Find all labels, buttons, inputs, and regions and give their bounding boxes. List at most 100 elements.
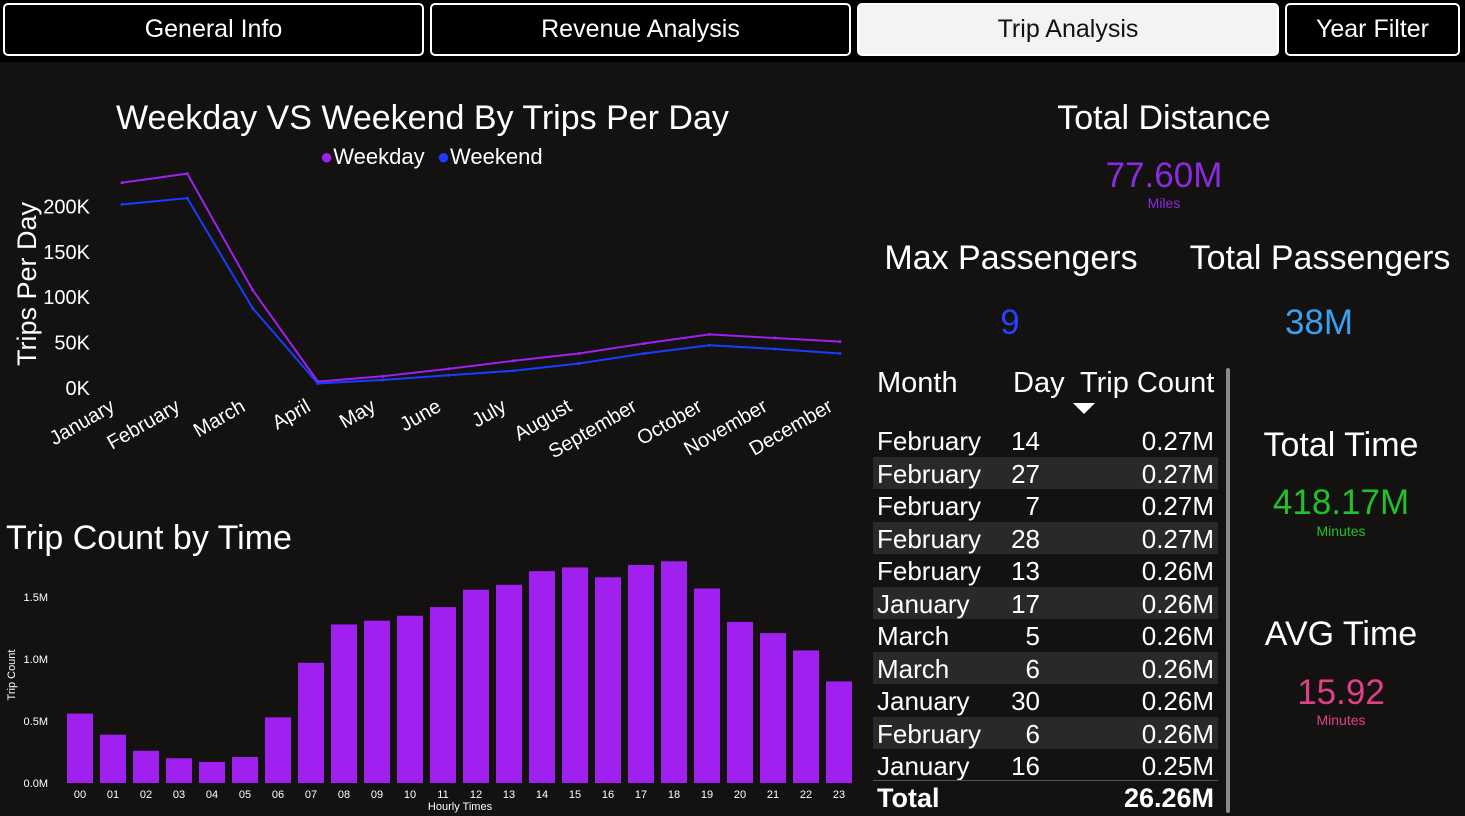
bar-hour-09[interactable] [364, 620, 390, 783]
table-cell-trip-count: 0.27M [1141, 523, 1214, 554]
line-point-weekday[interactable] [251, 288, 255, 292]
bar-chart-x-tick: 08 [338, 789, 350, 801]
legend-weekend-label: Weekend [450, 144, 543, 169]
line-point-weekday[interactable] [838, 340, 842, 344]
bar-chart-x-tick: 09 [371, 789, 383, 801]
line-point-weekend[interactable] [512, 369, 516, 373]
bar-hour-23[interactable] [826, 681, 852, 783]
table-row[interactable]: March 6 0.26M [873, 651, 1218, 684]
total-time-value: 418.17M [1272, 483, 1410, 522]
table-cell-month: February [877, 556, 982, 586]
line-point-weekend[interactable] [577, 361, 581, 365]
table-header-trip-count[interactable]: Trip Count [1080, 367, 1215, 399]
table-cell-trip-count: 0.27M [1141, 426, 1214, 456]
tab-general-info[interactable]: General Info [3, 3, 424, 56]
table-cell-trip-count: 0.26M [1141, 556, 1214, 586]
bar-hour-07[interactable] [298, 662, 324, 783]
line-series-weekday[interactable] [121, 172, 841, 383]
table-header-day[interactable]: Day [1013, 367, 1065, 399]
bar-hour-20[interactable] [727, 621, 753, 783]
line-point-weekend[interactable] [446, 373, 450, 377]
table-scrollbar[interactable] [1226, 368, 1230, 813]
bar-chart-y-tick: 1.0M [24, 654, 48, 666]
line-chart-y-tick: 50K [54, 333, 90, 355]
tab-revenue-analysis[interactable]: Revenue Analysis [430, 3, 851, 56]
avg-time-unit: Minutes [1316, 712, 1366, 728]
total-time-title: Total Time [1263, 426, 1419, 464]
bar-hour-05[interactable] [232, 756, 258, 783]
line-point-weekday[interactable] [577, 351, 581, 355]
table-row[interactable]: January 16 0.25M [873, 749, 1218, 781]
bar-hour-17[interactable] [628, 564, 654, 783]
sort-descending-icon[interactable] [1073, 403, 1095, 414]
line-chart-legend: ●Weekday ●Weekend [320, 144, 543, 170]
line-point-weekend[interactable] [773, 347, 777, 351]
bar-hour-15[interactable] [562, 567, 588, 783]
bar-hour-00[interactable] [67, 713, 93, 783]
table-row[interactable]: January 30 0.26M [873, 684, 1218, 716]
table-cell-day: 28 [1011, 523, 1040, 554]
table-row[interactable]: February 27 0.27M [873, 456, 1218, 489]
bar-hour-22[interactable] [793, 650, 819, 783]
bar-hour-11[interactable] [430, 607, 456, 783]
line-point-weekend[interactable] [642, 351, 646, 355]
bar-chart-x-tick: 10 [404, 789, 416, 801]
bar-hour-08[interactable] [331, 624, 357, 783]
table-row[interactable]: February 28 0.27M [873, 521, 1218, 554]
line-point-weekend[interactable] [381, 378, 385, 382]
table-header-month[interactable]: Month [877, 367, 958, 399]
bar-hour-19[interactable] [694, 588, 720, 783]
line-chart-x-tick: July [468, 395, 510, 432]
line-point-weekend[interactable] [707, 343, 711, 347]
bar-hour-01[interactable] [100, 734, 126, 783]
bar-hour-14[interactable] [529, 571, 555, 783]
line-point-weekend[interactable] [251, 306, 255, 310]
table-row[interactable]: February 13 0.26M [873, 554, 1218, 586]
line-series-weekend[interactable] [121, 197, 841, 385]
line-chart-x-tick: June [396, 395, 445, 436]
bar-hour-10[interactable] [397, 615, 423, 783]
table-cell-month: March [877, 653, 950, 684]
table-cell-month: January [877, 751, 970, 781]
line-point-weekday[interactable] [185, 172, 189, 176]
line-chart-x-tick: April [269, 395, 315, 434]
table-row[interactable]: January 17 0.26M [873, 586, 1218, 619]
total-distance-unit: Miles [1147, 195, 1181, 211]
line-point-weekend[interactable] [185, 196, 189, 200]
table-row[interactable]: February 7 0.27M [873, 489, 1218, 521]
bar-hour-16[interactable] [595, 577, 621, 783]
line-point-weekday[interactable] [446, 367, 450, 371]
tab-year-filter[interactable]: Year Filter [1285, 3, 1460, 56]
table-row[interactable]: February 6 0.26M [873, 716, 1218, 749]
bar-hour-04[interactable] [199, 761, 225, 783]
line-point-weekday[interactable] [381, 374, 385, 378]
bar-hour-21[interactable] [760, 633, 786, 783]
bar-chart-x-tick: 14 [536, 789, 548, 801]
line-point-weekend[interactable] [316, 381, 320, 385]
line-point-weekday[interactable] [707, 332, 711, 336]
table-cell-month: February [877, 426, 982, 456]
tab-trip-analysis[interactable]: Trip Analysis [857, 3, 1279, 56]
line-point-weekday[interactable] [512, 359, 516, 363]
table-cell-month: February [877, 458, 982, 489]
bar-chart-x-tick: 11 [437, 789, 448, 801]
bar-hour-03[interactable] [166, 758, 192, 783]
table-row[interactable]: March 5 0.26M [873, 619, 1218, 651]
line-point-weekday[interactable] [642, 341, 646, 345]
line-point-weekend[interactable] [120, 203, 124, 207]
table-row[interactable]: February 14 0.27M [873, 424, 1218, 456]
bar-chart-x-tick: 20 [734, 789, 746, 801]
line-chart-y-tick: 150K [43, 242, 90, 264]
table-cell-trip-count: 0.26M [1141, 621, 1214, 651]
bar-chart-x-tick: 23 [833, 789, 845, 801]
bar-hour-02[interactable] [133, 750, 159, 783]
line-chart-x-tick: February [103, 395, 183, 454]
line-point-weekday[interactable] [773, 336, 777, 340]
bar-hour-06[interactable] [265, 717, 291, 783]
line-point-weekend[interactable] [838, 351, 842, 355]
bar-chart-x-tick: 19 [701, 789, 713, 801]
line-point-weekday[interactable] [120, 181, 124, 185]
bar-hour-18[interactable] [661, 561, 687, 783]
bar-hour-13[interactable] [496, 584, 522, 783]
bar-hour-12[interactable] [463, 589, 489, 783]
